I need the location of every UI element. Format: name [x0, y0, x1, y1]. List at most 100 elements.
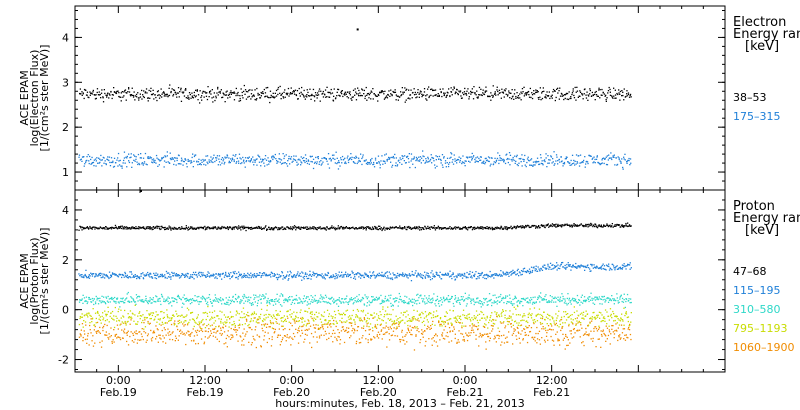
data-point	[161, 226, 164, 229]
data-point	[415, 227, 417, 229]
data-point	[480, 227, 482, 230]
data-point	[569, 162, 571, 164]
data-point	[517, 299, 520, 302]
data-point	[521, 165, 523, 167]
data-point	[245, 226, 248, 229]
data-point	[453, 87, 455, 89]
data-point	[412, 227, 414, 229]
data-point	[270, 300, 272, 302]
data-point	[517, 268, 519, 270]
data-point	[143, 227, 146, 230]
data-point	[241, 299, 243, 302]
data-point	[473, 303, 475, 306]
data-point	[630, 298, 632, 300]
data-point	[80, 93, 82, 95]
data-point	[220, 227, 222, 229]
data-point	[601, 88, 603, 91]
data-point	[458, 299, 460, 301]
data-point	[303, 96, 305, 98]
data-point	[403, 275, 405, 278]
data-point	[390, 294, 392, 296]
data-point	[190, 227, 192, 229]
data-point	[341, 90, 343, 92]
data-point	[417, 91, 419, 94]
data-point	[559, 95, 562, 97]
data-point	[566, 223, 568, 225]
data-point	[532, 301, 534, 304]
data-point	[395, 300, 398, 302]
data-point	[461, 298, 463, 300]
data-point	[569, 224, 571, 226]
data-point	[94, 98, 97, 100]
data-point	[289, 163, 291, 165]
data-point	[424, 301, 426, 303]
data-point	[332, 100, 335, 102]
data-point	[155, 162, 157, 164]
data-point	[278, 274, 280, 276]
data-point	[133, 320, 135, 322]
data-point	[576, 267, 578, 269]
data-point	[435, 273, 438, 275]
data-point	[227, 94, 230, 96]
data-point	[627, 93, 630, 96]
data-point	[145, 226, 148, 228]
data-point	[494, 92, 496, 95]
data-point	[111, 317, 113, 319]
data-point	[531, 224, 533, 227]
data-point	[521, 273, 523, 276]
data-point	[129, 157, 131, 159]
data-point	[527, 156, 529, 158]
data-point	[346, 227, 349, 229]
data-point	[516, 96, 519, 99]
y-tick-label: 4	[62, 204, 69, 217]
data-point	[84, 275, 87, 277]
data-point	[179, 322, 181, 324]
data-point	[625, 224, 627, 226]
data-point	[598, 225, 600, 227]
data-point	[506, 302, 508, 305]
data-point	[299, 159, 301, 161]
data-point	[470, 90, 472, 93]
data-point	[258, 156, 261, 158]
data-point	[595, 94, 598, 96]
data-point	[150, 87, 152, 89]
data-point	[415, 159, 417, 162]
data-point	[106, 94, 108, 97]
data-point	[365, 86, 367, 89]
data-point	[192, 97, 194, 99]
data-point	[363, 304, 366, 306]
data-point	[167, 96, 169, 98]
data-point	[349, 228, 351, 230]
data-point	[566, 263, 568, 266]
data-point	[528, 299, 531, 301]
data-point	[368, 300, 370, 302]
data-point	[427, 158, 429, 160]
data-point	[613, 299, 615, 302]
data-point	[243, 90, 245, 93]
data-point	[539, 269, 541, 271]
data-point	[93, 226, 95, 228]
data-point	[328, 297, 330, 299]
data-point	[326, 274, 328, 276]
data-point	[224, 226, 226, 229]
data-point	[158, 323, 161, 325]
data-point	[596, 265, 598, 267]
data-point	[511, 270, 513, 273]
data-point	[369, 160, 372, 162]
data-point	[302, 93, 304, 96]
data-point	[467, 276, 469, 279]
data-point	[480, 88, 482, 90]
data-point	[231, 157, 234, 159]
data-point	[343, 228, 345, 230]
data-point	[142, 94, 144, 96]
data-point	[198, 271, 200, 273]
data-point	[274, 153, 276, 156]
data-point	[166, 309, 168, 311]
data-point	[257, 302, 259, 304]
data-point	[171, 305, 173, 307]
data-point	[587, 267, 590, 269]
data-point	[418, 156, 420, 158]
data-point	[571, 93, 573, 96]
data-point	[469, 270, 471, 273]
data-point	[199, 162, 201, 165]
